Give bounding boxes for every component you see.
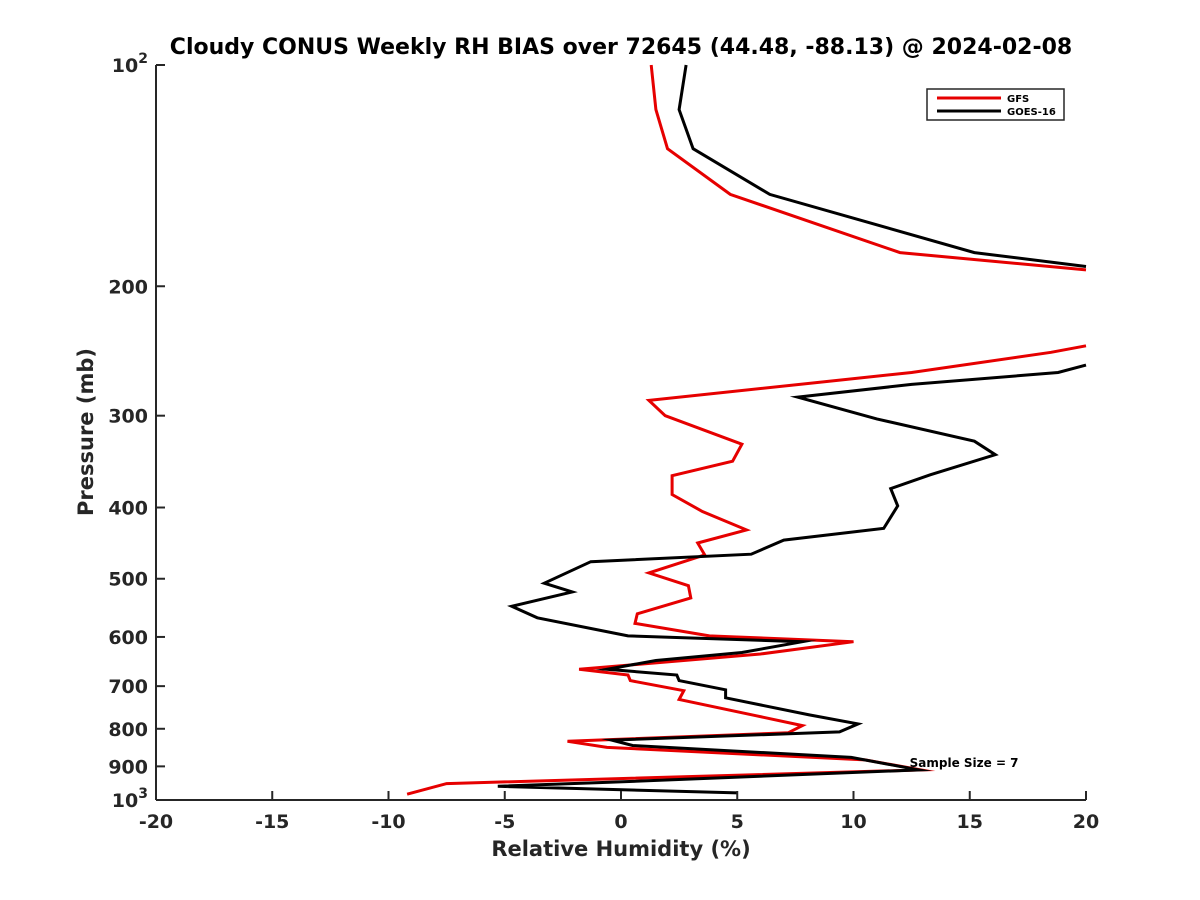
y-tick-label: 800 [108,719,148,741]
x-tick-label: 0 [614,811,627,833]
series-gfs-segment-2 [406,344,1087,796]
legend-label-goes-16: GOES-16 [1007,107,1056,118]
series-goes-16-segment-1 [677,64,1087,268]
y-tick-label: 600 [108,627,148,649]
y-tick-label: 900 [108,756,148,778]
chart-title: Cloudy CONUS Weekly RH BIAS over 72645 (… [170,35,1072,60]
legend: GFS GOES-16 [926,88,1065,121]
y-tick-label: 500 [108,569,148,591]
legend-box [926,88,1065,121]
series-goes-16-line [497,64,1087,795]
series-goes-16-segment-2 [497,363,1087,795]
y-tick-label: 700 [108,676,148,698]
plot-area [406,64,1087,796]
y-tick-label: 200 [108,276,148,298]
x-tick-label: -10 [371,811,405,833]
legend-label-gfs: GFS [1007,94,1029,105]
x-tick-label: 20 [1073,811,1099,833]
x-tick-label: -5 [494,811,515,833]
x-tick-label: 15 [957,811,983,833]
series-gfs-segment-1 [649,64,1087,272]
x-tick-label: 5 [731,811,744,833]
y-axis-label: Pressure (mb) [74,348,98,516]
x-axis-label: Relative Humidity (%) [491,837,750,861]
x-tick-label: -15 [255,811,289,833]
y-tick-label: 103 [112,786,148,812]
y-tick-label: 300 [108,406,148,428]
axes: -20 -15 -10 -5 0 5 10 15 20 102 200 300 400 500 600 700… [108,51,1099,833]
series-gfs-line [406,64,1087,796]
y-tick-label: 102 [112,51,148,77]
x-tick-label: -20 [139,811,173,833]
x-tick-label: 10 [840,811,866,833]
sample-size-annotation: Sample Size = 7 [910,756,1019,770]
y-tick-label: 400 [108,498,148,520]
